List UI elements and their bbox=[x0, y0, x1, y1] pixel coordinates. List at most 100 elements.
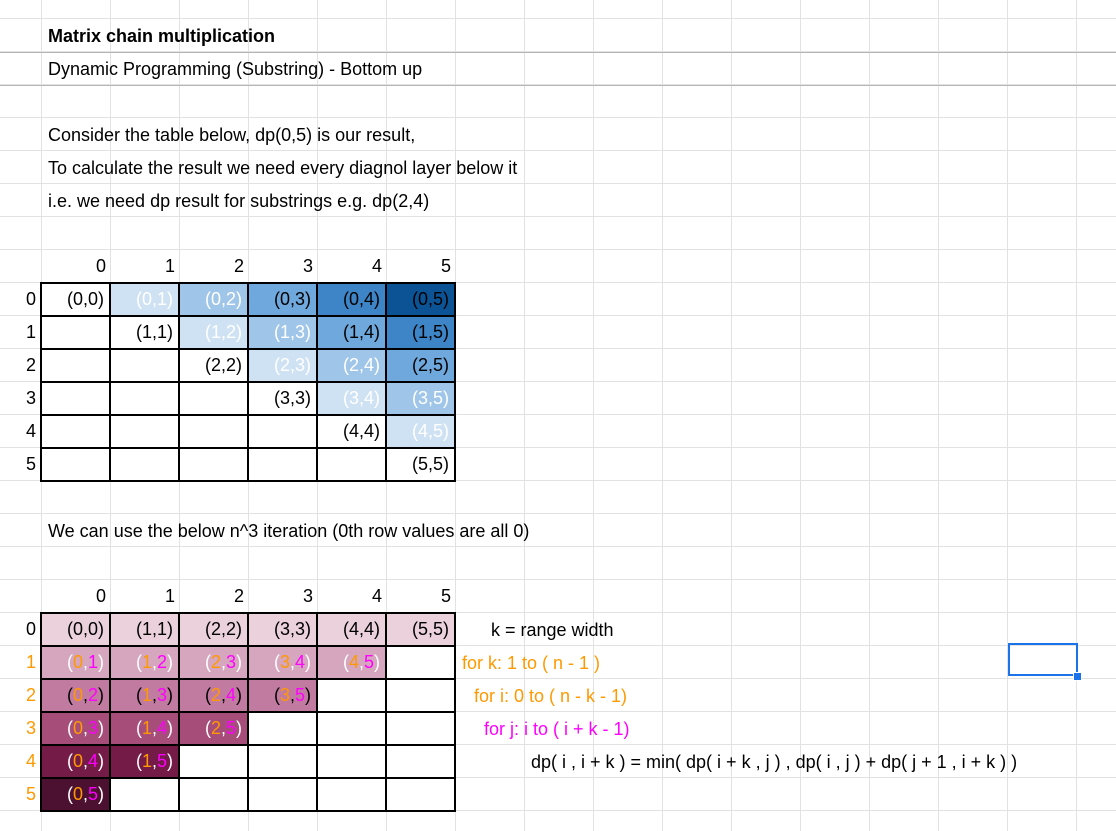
table-cell[interactable] bbox=[386, 778, 455, 811]
comma: , bbox=[220, 685, 226, 705]
table-cell[interactable]: (2,5) bbox=[386, 349, 455, 382]
table-cell[interactable] bbox=[110, 349, 179, 382]
table-cell[interactable]: (1,2) bbox=[179, 316, 248, 349]
table-cell[interactable]: (1,1) bbox=[110, 613, 179, 646]
table-cell[interactable]: (3,4) bbox=[248, 646, 317, 679]
comma: , bbox=[82, 784, 88, 804]
table-cell[interactable] bbox=[317, 448, 386, 481]
table-cell[interactable]: (1,3) bbox=[110, 679, 179, 712]
pseudocode-loop-k: for k: 1 to ( n - 1 ) bbox=[462, 653, 601, 673]
table-cell[interactable]: (0,4) bbox=[41, 745, 110, 778]
fill-handle[interactable] bbox=[1073, 672, 1082, 681]
paren: ( bbox=[135, 685, 142, 705]
paren: ) bbox=[167, 685, 173, 705]
selected-cell[interactable] bbox=[1008, 643, 1078, 676]
table-cell[interactable]: (0,4) bbox=[317, 283, 386, 316]
cell-border bbox=[40, 645, 456, 647]
table-cell[interactable] bbox=[110, 778, 179, 811]
paren: ) bbox=[167, 652, 173, 672]
paren: ) bbox=[374, 652, 380, 672]
table-cell[interactable] bbox=[317, 778, 386, 811]
table-cell[interactable]: (5,5) bbox=[386, 613, 455, 646]
table-cell[interactable]: (1,5) bbox=[386, 316, 455, 349]
table-cell[interactable] bbox=[248, 712, 317, 745]
table-cell[interactable] bbox=[317, 712, 386, 745]
table-cell[interactable]: (2,3) bbox=[179, 646, 248, 679]
table-cell[interactable]: (1,4) bbox=[110, 712, 179, 745]
table-cell[interactable]: (2,4) bbox=[317, 349, 386, 382]
table-cell[interactable] bbox=[41, 448, 110, 481]
table-cell[interactable] bbox=[248, 448, 317, 481]
table-cell[interactable]: (3,4) bbox=[317, 382, 386, 415]
table-cell[interactable]: (2,5) bbox=[179, 712, 248, 745]
table-cell[interactable]: (1,2) bbox=[110, 646, 179, 679]
table-cell[interactable]: (0,3) bbox=[41, 712, 110, 745]
table-cell[interactable]: (4,5) bbox=[317, 646, 386, 679]
index-j: 4 bbox=[87, 751, 98, 771]
table-cell[interactable]: (1,1) bbox=[110, 316, 179, 349]
table-cell[interactable] bbox=[41, 415, 110, 448]
table-cell[interactable]: (2,2) bbox=[179, 613, 248, 646]
table-cell[interactable] bbox=[179, 415, 248, 448]
table-cell[interactable] bbox=[386, 712, 455, 745]
table-cell[interactable]: (1,3) bbox=[248, 316, 317, 349]
table-cell[interactable]: (0,1) bbox=[41, 646, 110, 679]
paren: ( bbox=[273, 652, 280, 672]
table-cell[interactable]: (0,5) bbox=[386, 283, 455, 316]
table-cell[interactable] bbox=[179, 778, 248, 811]
table-cell[interactable] bbox=[386, 679, 455, 712]
table-cell[interactable]: (5,5) bbox=[386, 448, 455, 481]
paren: ( bbox=[135, 652, 142, 672]
table-cell[interactable]: (0,5) bbox=[41, 778, 110, 811]
paren: ( bbox=[135, 718, 142, 738]
row-header: 1 bbox=[25, 652, 36, 672]
description-line-1: Consider the table below, dp(0,5) is our… bbox=[48, 125, 416, 145]
row-header: 4 bbox=[25, 751, 36, 771]
table-cell[interactable]: (1,5) bbox=[110, 745, 179, 778]
table-cell[interactable] bbox=[110, 382, 179, 415]
paren: ) bbox=[98, 685, 104, 705]
index-i: 0 bbox=[72, 751, 83, 771]
cell-border bbox=[40, 678, 456, 680]
paren: ( bbox=[66, 751, 73, 771]
paren: ) bbox=[305, 685, 311, 705]
table-cell[interactable] bbox=[386, 646, 455, 679]
row-header: 2 bbox=[25, 685, 36, 705]
table-cell[interactable]: (3,3) bbox=[248, 613, 317, 646]
table-cell[interactable]: (0,0) bbox=[41, 613, 110, 646]
table-cell[interactable]: (2,2) bbox=[179, 349, 248, 382]
table-cell[interactable]: (1,4) bbox=[317, 316, 386, 349]
table-cell[interactable]: (0,3) bbox=[248, 283, 317, 316]
table-cell[interactable] bbox=[317, 679, 386, 712]
table-cell[interactable]: (0,2) bbox=[41, 679, 110, 712]
table-cell[interactable] bbox=[41, 316, 110, 349]
table-cell[interactable] bbox=[317, 745, 386, 778]
table-cell[interactable] bbox=[41, 382, 110, 415]
table-cell[interactable]: (0,2) bbox=[179, 283, 248, 316]
table-cell[interactable]: (2,4) bbox=[179, 679, 248, 712]
table-cell[interactable] bbox=[179, 448, 248, 481]
table-cell[interactable]: (0,1) bbox=[110, 283, 179, 316]
table-cell[interactable] bbox=[248, 778, 317, 811]
comma: , bbox=[82, 652, 88, 672]
table-cell[interactable] bbox=[179, 745, 248, 778]
paren: ) bbox=[305, 652, 311, 672]
table-cell[interactable] bbox=[110, 415, 179, 448]
table-cell[interactable]: (3,5) bbox=[386, 382, 455, 415]
table-cell[interactable]: (4,4) bbox=[317, 613, 386, 646]
table-cell[interactable] bbox=[110, 448, 179, 481]
table-cell[interactable]: (4,4) bbox=[317, 415, 386, 448]
table-cell[interactable]: (3,5) bbox=[248, 679, 317, 712]
cell-border bbox=[40, 381, 456, 383]
table-cell[interactable]: (2,3) bbox=[248, 349, 317, 382]
table-cell[interactable] bbox=[386, 745, 455, 778]
table-cell[interactable]: (3,3) bbox=[248, 382, 317, 415]
table-cell[interactable] bbox=[248, 745, 317, 778]
table-cell[interactable] bbox=[248, 415, 317, 448]
cell-border bbox=[40, 744, 456, 746]
table-cell[interactable]: (4,5) bbox=[386, 415, 455, 448]
index-i: 2 bbox=[210, 685, 221, 705]
table-cell[interactable] bbox=[179, 382, 248, 415]
table-cell[interactable] bbox=[41, 349, 110, 382]
table-cell[interactable]: (0,0) bbox=[41, 283, 110, 316]
